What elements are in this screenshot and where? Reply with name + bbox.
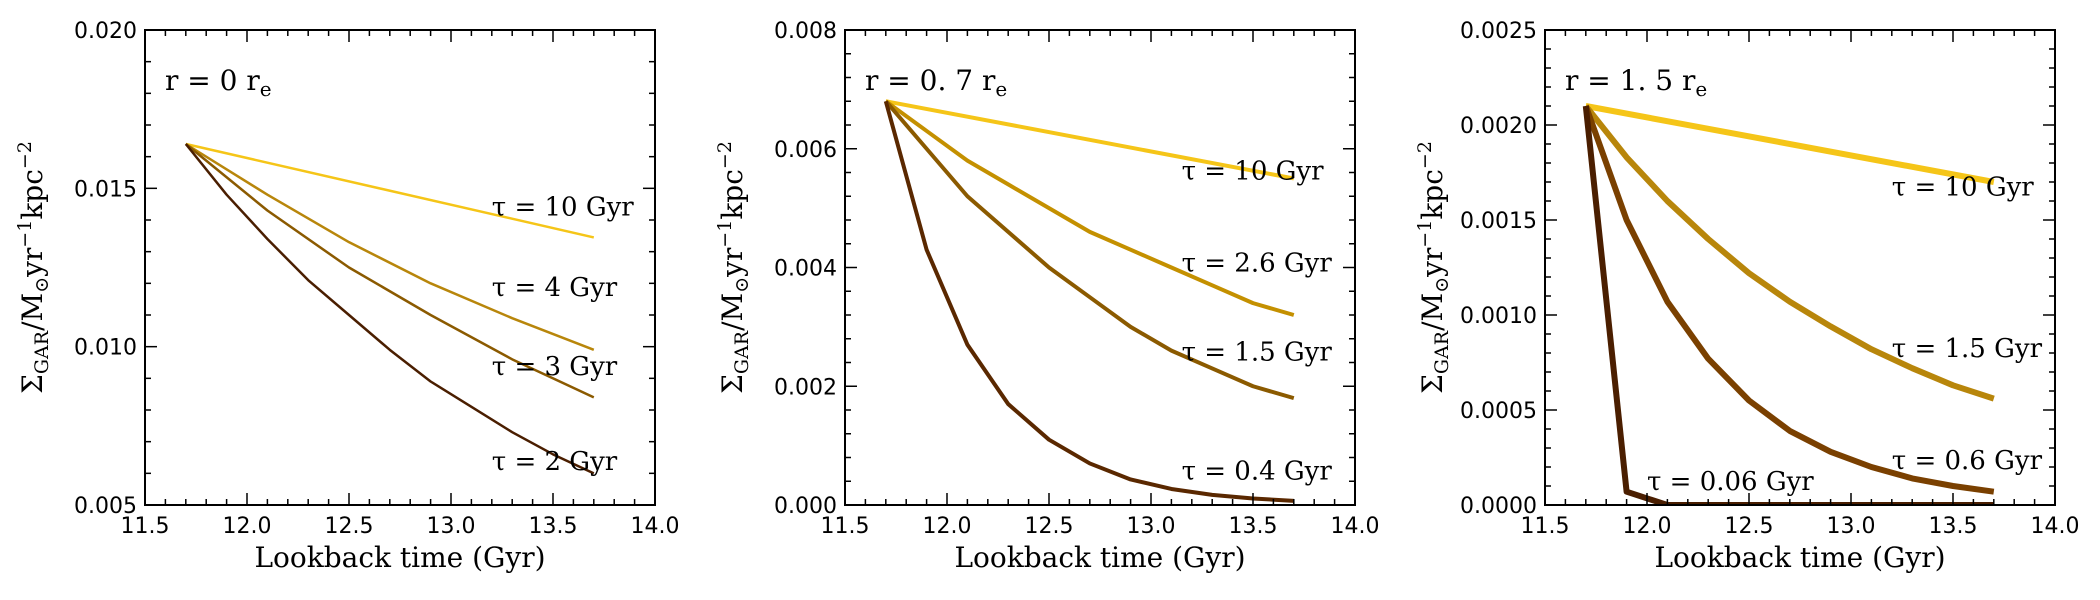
x-tick-label: 13.0 [427, 514, 476, 539]
series-label-tau-10: τ = 10 Gyr [1182, 157, 1325, 187]
x-tick-label: 12.5 [1725, 514, 1774, 539]
series-label-tau-1_5: τ = 1.5 Gyr [1182, 338, 1333, 368]
x-tick-label: 13.0 [1127, 514, 1176, 539]
x-axis-label: Lookback time (Gyr) [954, 541, 1245, 574]
x-tick-label: 13.5 [529, 514, 578, 539]
tick-marks [144, 29, 656, 506]
series-line-tau-0_4 [883, 100, 1294, 503]
x-tick-label: 12.5 [1025, 514, 1074, 539]
y-tick-label: 0.000 [774, 494, 837, 519]
series-line-tau-0_6 [1582, 104, 1995, 495]
x-tick-label: 13.5 [1229, 514, 1278, 539]
y-tick-label: 0.008 [774, 19, 837, 44]
series-line-tau-4 [185, 142, 595, 351]
y-tick-label: 0.015 [74, 177, 137, 202]
series-line-tau-1_5 [1583, 104, 1995, 402]
x-tick-label: 11.5 [821, 514, 870, 539]
y-tick-label: 0.0015 [1460, 209, 1537, 234]
series-label-tau-2: τ = 2 Gyr [492, 447, 618, 477]
series-label-tau-3: τ = 3 Gyr [492, 352, 618, 382]
series-line-tau-10 [1585, 103, 1995, 185]
y-tick-label: 0.0025 [1460, 19, 1537, 44]
x-tick-label: 13.5 [1929, 514, 1978, 539]
panel-1: 11.5 12.0 12.5 13.0 13.5 14.0 0.005 0.010 0.015 0… [14, 19, 679, 574]
y-tick-label: 0.0020 [1460, 114, 1537, 139]
series-line-tau-3 [185, 143, 595, 399]
series-line-tau-0_06 [1582, 105, 1994, 505]
x-axis-label: Lookback time (Gyr) [1654, 541, 1945, 574]
plot-frame [144, 29, 656, 506]
series-label-tau-0_06: τ = 0.06 Gyr [1647, 467, 1814, 497]
panel-title: r = 0 re [165, 64, 272, 101]
y-tick-label: 0.020 [74, 19, 137, 44]
y-tick-label: 0.0000 [1460, 494, 1537, 519]
y-tick-label: 0.006 [774, 138, 837, 163]
series-line-tau-2 [184, 143, 595, 475]
tick-marks [844, 29, 1356, 506]
panel-2: 11.5 12.0 12.5 13.0 13.5 14.0 0.000 0.002 0.004 0… [714, 19, 1379, 574]
series-label-tau-1_5: τ = 1.5 Gyr [1892, 334, 2043, 364]
series-label-tau-4: τ = 4 Gyr [492, 273, 618, 303]
x-axis-label: Lookback time (Gyr) [254, 541, 545, 574]
tick-marks [1544, 29, 2056, 506]
y-tick-label: 0.005 [74, 494, 137, 519]
panel-title: r = 0. 7 re [865, 64, 1007, 101]
series-line-tau-10 [185, 142, 595, 239]
x-tick-label: 12.0 [923, 514, 972, 539]
series-line-tau-1_5 [884, 99, 1295, 401]
y-tick-label: 0.0010 [1460, 304, 1537, 329]
x-tick-label: 12.0 [1623, 514, 1672, 539]
y-axis-label: ΣGAR/M⊙yr−1kpc−2 [1414, 141, 1453, 394]
panel-title: r = 1. 5 re [1565, 64, 1707, 101]
y-axis-label: ΣGAR/M⊙yr−1kpc−2 [14, 141, 53, 394]
panel-3: 11.5 12.0 12.5 13.0 13.5 14.0 0.0000 0.0005 0.00… [1414, 19, 2079, 574]
y-tick-label: 0.002 [774, 375, 837, 400]
series-line-tau-10 [885, 99, 1295, 181]
series-label-tau-2_6: τ = 2.6 Gyr [1182, 249, 1333, 279]
x-tick-label: 14.0 [2031, 514, 2080, 539]
x-tick-label: 12.5 [325, 514, 374, 539]
y-axis-label: ΣGAR/M⊙yr−1kpc−2 [714, 141, 753, 394]
y-tick-label: 0.010 [74, 336, 137, 361]
x-tick-label: 11.5 [1521, 514, 1570, 539]
plot-frame [1544, 29, 2056, 506]
y-tick-label: 0.0005 [1460, 399, 1537, 424]
series-line-tau-2_6 [884, 99, 1295, 317]
x-tick-label: 11.5 [121, 514, 170, 539]
x-tick-label: 14.0 [1331, 514, 1380, 539]
series-label-tau-0_4: τ = 0.4 Gyr [1182, 456, 1333, 486]
series-label-tau-10: τ = 10 Gyr [1892, 172, 2035, 202]
x-tick-label: 12.0 [223, 514, 272, 539]
series-label-tau-10: τ = 10 Gyr [492, 192, 635, 222]
series-label-tau-0_6: τ = 0.6 Gyr [1892, 446, 2043, 476]
x-tick-label: 13.0 [1827, 514, 1876, 539]
y-tick-label: 0.004 [774, 257, 837, 282]
x-tick-label: 14.0 [631, 514, 680, 539]
